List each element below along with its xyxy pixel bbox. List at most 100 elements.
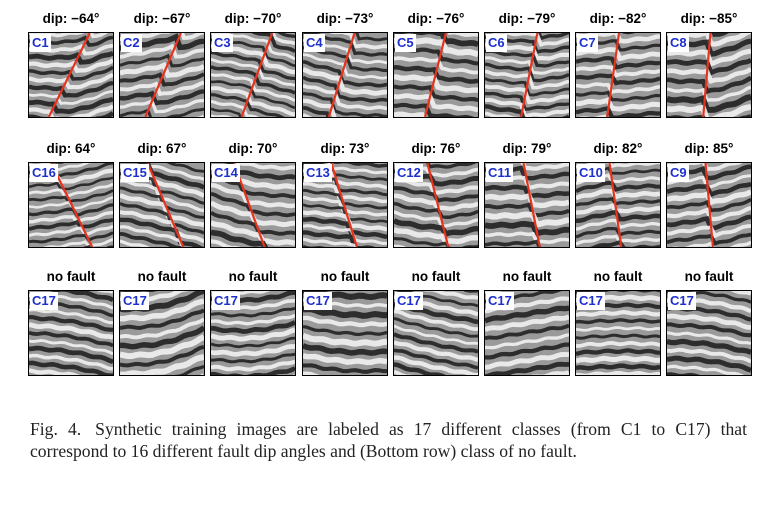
figure-grid: dip: −64° C1 dip: −67° C2 dip: −70° C3 d… xyxy=(28,11,752,376)
seismic-reflector xyxy=(211,211,295,236)
seismic-reflector xyxy=(576,310,660,318)
seismic-reflector xyxy=(667,322,751,338)
seismic-reflector xyxy=(120,239,151,247)
seismic-reflector xyxy=(394,56,478,75)
caption-figure-label: Fig. 4. xyxy=(30,419,82,439)
seismic-reflector xyxy=(667,75,751,95)
seismic-reflector xyxy=(303,237,358,247)
fault-line xyxy=(702,33,712,117)
seismic-reflector xyxy=(485,351,569,370)
seismic-reflector xyxy=(667,58,751,76)
seismic-reflector xyxy=(29,224,113,238)
seismic-reflector xyxy=(303,66,387,96)
seismic-reflector xyxy=(120,231,182,247)
seismic-reflector xyxy=(485,305,569,324)
seismic-reflector xyxy=(29,360,113,375)
caption-text: Synthetic training images are labeled as… xyxy=(30,419,747,461)
seismic-reflector xyxy=(485,104,569,117)
seismic-reflector xyxy=(303,315,387,328)
seismic-reflector xyxy=(211,359,295,372)
seismic-reflector xyxy=(485,56,569,75)
seismic-reflector xyxy=(234,163,295,171)
seismic-reflector xyxy=(211,320,295,334)
seismic-reflector xyxy=(120,193,204,228)
seismic-reflector xyxy=(485,231,569,245)
panel-title: dip: 76° xyxy=(411,141,461,156)
seismic-panel: C4 xyxy=(302,32,388,118)
seismic-reflector xyxy=(576,90,660,102)
seismic-reflector xyxy=(29,368,81,375)
seismic-reflector xyxy=(520,163,569,171)
seismic-reflector xyxy=(485,184,569,200)
seismic-reflector xyxy=(303,324,387,337)
seismic-reflector xyxy=(303,230,376,247)
seismic-panel: C17 xyxy=(28,290,114,376)
seismic-panel: C7 xyxy=(575,32,661,118)
seismic-reflector xyxy=(423,291,478,300)
seismic-reflector xyxy=(120,334,204,360)
seismic-reflector xyxy=(211,239,241,247)
seismic-reflector xyxy=(303,224,387,246)
fault-line xyxy=(50,163,94,247)
seismic-reflector xyxy=(485,111,519,117)
class-label: C5 xyxy=(395,34,416,52)
seismic-reflector xyxy=(485,221,569,237)
seismic-reflector xyxy=(303,163,387,182)
seismic-reflector xyxy=(303,98,337,117)
seismic-reflector xyxy=(120,43,204,59)
seismic-reflector xyxy=(211,33,295,61)
panel-title: no fault xyxy=(137,269,187,284)
fault-line xyxy=(330,163,358,247)
fault-line xyxy=(146,163,185,247)
seismic-reflector xyxy=(730,291,751,296)
seismic-reflector xyxy=(576,180,660,193)
seismic-reflector xyxy=(394,210,478,228)
seismic-reflector xyxy=(29,345,113,364)
seismic-panel: C6 xyxy=(484,32,570,118)
seismic-reflector xyxy=(211,65,295,95)
class-label: C13 xyxy=(304,164,332,182)
seismic-reflector xyxy=(303,59,387,88)
seismic-reflector xyxy=(29,58,113,73)
panel-title: dip: 64° xyxy=(46,141,96,156)
panel-title: dip: −73° xyxy=(316,11,374,26)
class-label: C17 xyxy=(486,292,514,310)
seismic-reflector xyxy=(29,182,113,199)
panel-title: no fault xyxy=(46,269,96,284)
panel-title: no fault xyxy=(228,269,278,284)
figure-caption: Fig. 4. Synthetic training images are lab… xyxy=(30,418,747,462)
seismic-reflector xyxy=(120,298,204,322)
seismic-reflector xyxy=(29,330,113,348)
fault-line xyxy=(704,163,714,247)
fault-line xyxy=(426,163,450,247)
seismic-reflector xyxy=(576,226,660,239)
seismic-reflector xyxy=(531,370,569,375)
seismic-reflector xyxy=(166,163,204,173)
class-label: C17 xyxy=(30,292,58,310)
seismic-reflector xyxy=(29,176,113,191)
seismic-reflector xyxy=(394,348,478,370)
seismic-reflector xyxy=(394,193,478,211)
seismic-reflector xyxy=(174,364,204,375)
seismic-reflector xyxy=(394,102,475,117)
seismic-reflector xyxy=(667,223,751,239)
seismic-reflector xyxy=(29,89,113,105)
seismic-reflector xyxy=(394,93,478,113)
seismic-reflector xyxy=(576,82,660,95)
seismic-reflector xyxy=(303,306,387,319)
seismic-reflector xyxy=(447,33,478,38)
seismic-reflector xyxy=(29,210,113,225)
seismic-reflector xyxy=(485,62,569,83)
seismic-panel: C14 xyxy=(210,162,296,248)
seismic-reflector xyxy=(120,80,204,97)
seismic-reflector xyxy=(576,106,660,117)
fault-line xyxy=(47,33,91,117)
class-label: C7 xyxy=(577,34,598,52)
seismic-reflector xyxy=(485,239,542,247)
seismic-panel: C17 xyxy=(666,290,752,376)
class-label: C17 xyxy=(121,292,149,310)
seismic-reflector xyxy=(667,232,751,246)
seismic-reflector xyxy=(120,201,204,235)
seismic-reflector xyxy=(120,217,204,247)
seismic-reflector xyxy=(485,192,569,209)
